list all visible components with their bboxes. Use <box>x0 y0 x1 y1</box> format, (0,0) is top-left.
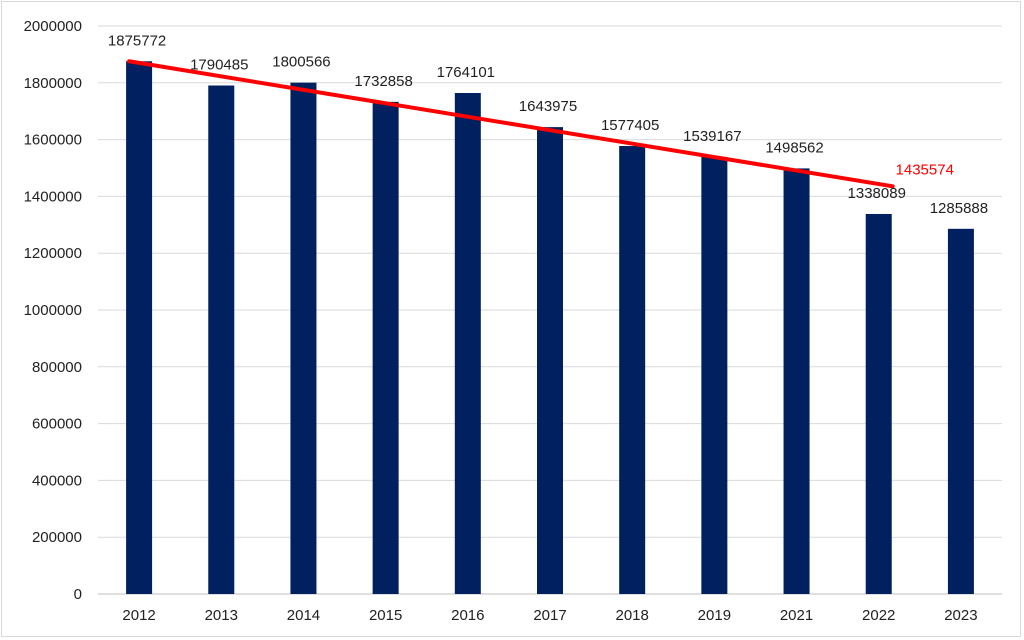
data-label: 1338089 <box>848 185 906 202</box>
bars <box>126 61 974 595</box>
data-label: 1539167 <box>683 128 741 145</box>
bar <box>454 92 481 595</box>
bar <box>126 61 153 594</box>
bar <box>701 156 728 594</box>
y-tick-label: 200000 <box>32 529 82 546</box>
data-label: 1577405 <box>601 117 659 134</box>
x-tick-label: 2021 <box>780 607 813 624</box>
x-tick-label: 2016 <box>451 607 484 624</box>
data-label: 1875772 <box>108 32 166 49</box>
data-label: 1790485 <box>190 57 248 74</box>
y-tick-label: 1400000 <box>24 188 82 205</box>
x-axis: 2012 2013 2014 2015 2016 2017 2018 2019 2021 2022… <box>122 607 977 624</box>
bar <box>372 101 399 595</box>
x-tick-label: 2015 <box>369 607 402 624</box>
data-label: 1643975 <box>519 98 577 115</box>
x-tick-label: 2017 <box>533 607 566 624</box>
bar <box>783 168 810 594</box>
x-tick-label: 2012 <box>122 607 155 624</box>
bar <box>619 146 646 595</box>
bar <box>537 127 563 595</box>
x-tick-label: 2014 <box>287 607 320 624</box>
y-tick-label: 2000000 <box>24 18 82 35</box>
y-tick-label: 1800000 <box>24 75 82 92</box>
x-tick-label: 2022 <box>862 607 895 624</box>
trendline-group: 1435574 <box>127 59 954 189</box>
trendline <box>127 59 895 189</box>
bar <box>947 228 974 595</box>
y-axis: 0 200000 400000 600000 800000 1000000 1200000 1… <box>24 18 82 603</box>
data-labels: 1875772 1790485 1800566 1732858 1764101 16439… <box>108 32 988 217</box>
data-label: 1285888 <box>930 200 988 217</box>
x-tick-label: 2019 <box>698 607 731 624</box>
y-tick-label: 0 <box>74 586 82 603</box>
y-tick-label: 1600000 <box>24 132 82 149</box>
x-tick-label: 2023 <box>944 607 977 624</box>
bar <box>865 213 892 594</box>
data-label: 1498562 <box>765 139 823 156</box>
trendline-end-label: 1435574 <box>896 161 954 178</box>
x-tick-label: 2018 <box>615 607 648 624</box>
bar <box>208 85 235 594</box>
y-tick-label: 400000 <box>32 472 82 489</box>
bar <box>290 82 317 595</box>
data-label: 1800566 <box>272 54 330 71</box>
y-tick-label: 600000 <box>32 416 82 433</box>
data-label: 1764101 <box>437 64 495 81</box>
y-tick-label: 1000000 <box>24 302 82 319</box>
x-tick-label: 2013 <box>205 607 238 624</box>
y-tick-label: 1200000 <box>24 245 82 262</box>
y-tick-label: 800000 <box>32 359 82 376</box>
data-label: 1732858 <box>354 73 412 90</box>
